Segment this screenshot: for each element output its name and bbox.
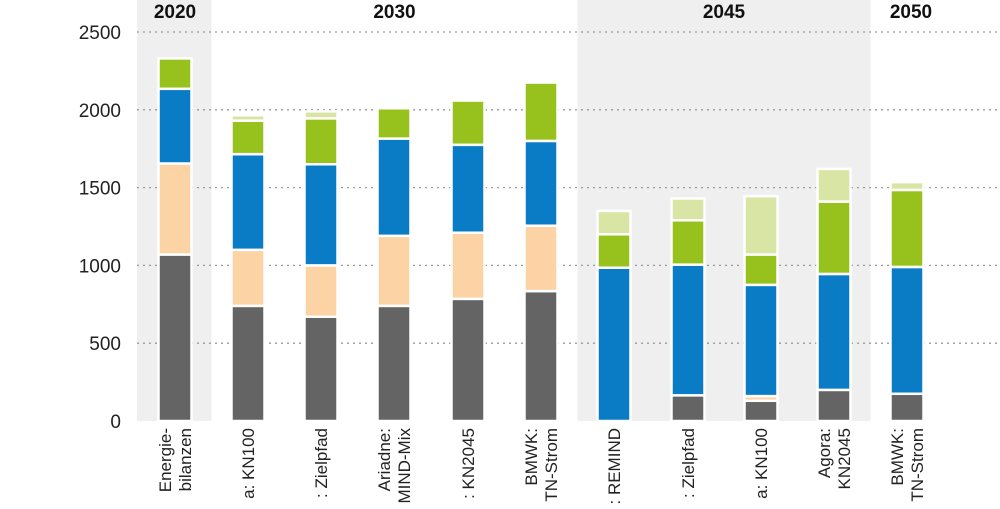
bar-segment-10-3 xyxy=(889,188,925,269)
x-label-10: BMWK: TN-Strom xyxy=(888,428,927,502)
x-label-4: : KN2045 xyxy=(459,428,478,499)
grid-lines xyxy=(137,31,1000,344)
x-label-line: a: KN100 xyxy=(752,428,771,499)
bar-segment-5-1 xyxy=(523,224,559,293)
bar-segment-1-4 xyxy=(230,113,266,122)
bar-segment-7-0 xyxy=(670,394,706,423)
x-label-5: BMWK: TN-Strom xyxy=(522,428,561,502)
bar-segment-1-3 xyxy=(230,119,266,156)
bar-segment-6-4 xyxy=(596,209,632,236)
x-label-line: a: KN100 xyxy=(239,428,258,499)
x-label-3: Ariadne: MIND-Mix xyxy=(375,428,414,504)
y-tick-label-2500: 2500 xyxy=(79,23,121,44)
bar-segment-9-4 xyxy=(816,167,852,203)
bar-segment-9-0 xyxy=(816,388,852,423)
bar-segment-2-1 xyxy=(303,264,339,318)
x-label-line: TN-Strom xyxy=(542,428,561,502)
bar-segments xyxy=(157,57,925,423)
period-label-2020: 2020 xyxy=(154,2,196,23)
bar-segment-2-3 xyxy=(303,117,339,166)
bar-segment-7-3 xyxy=(670,219,706,266)
bar-segment-3-3 xyxy=(376,106,412,140)
y-tick-label-1500: 1500 xyxy=(79,179,121,200)
x-label-7: : Zielpfad xyxy=(679,428,698,498)
bar-segment-0-1 xyxy=(157,162,193,256)
bar-segment-10-2 xyxy=(889,265,925,396)
period-labels: 2020 2030 2045 2050 xyxy=(154,2,932,23)
x-label-9: Agora: KN2045 xyxy=(815,428,854,489)
bar-segment-3-0 xyxy=(376,304,412,423)
bar-segment-6-2 xyxy=(596,266,632,423)
period-label-2050: 2050 xyxy=(890,2,932,23)
y-tick-label-2000: 2000 xyxy=(79,101,121,122)
x-label-line: : KN2045 xyxy=(459,428,478,499)
x-label-6: : REMIND xyxy=(605,428,624,505)
bar-segment-4-4 xyxy=(450,96,486,102)
bar-segment-4-3 xyxy=(450,99,486,147)
x-label-line: MIND-Mix xyxy=(395,428,414,504)
bar-segment-2-4 xyxy=(303,110,339,120)
x-label-8: a: KN100 xyxy=(752,428,771,499)
bar-segment-5-0 xyxy=(523,289,559,423)
bar-segment-6-3 xyxy=(596,233,632,269)
bar-segment-5-2 xyxy=(523,139,559,227)
bar-segment-8-3 xyxy=(743,253,779,287)
period-label-2030: 2030 xyxy=(373,2,415,23)
bar-segment-5-3 xyxy=(523,81,559,143)
x-label-line: KN2045 xyxy=(835,428,854,489)
x-label-line: bilanzen xyxy=(176,428,195,491)
x-label-line: BMWK: xyxy=(522,428,541,486)
x-label-line: : REMIND xyxy=(605,428,624,505)
x-label-line: : Zielpfad xyxy=(312,428,331,498)
bar-segment-0-3 xyxy=(157,57,193,91)
x-label-2: : Zielpfad xyxy=(312,428,331,498)
x-label-line: TN-Strom xyxy=(908,428,927,502)
bar-segment-2-2 xyxy=(303,163,339,267)
y-tick-label-0: 0 xyxy=(110,412,121,433)
x-axis-labels: Energie-bilanzen a: KN100 : Zielpfad Ariadn… xyxy=(156,428,927,505)
x-label-1: a: KN100 xyxy=(239,428,258,499)
bar-segment-8-4 xyxy=(743,194,779,256)
bar-segment-4-0 xyxy=(450,297,486,423)
bar-segment-8-2 xyxy=(743,283,779,398)
bar-segment-3-2 xyxy=(376,137,412,238)
bar-segment-0-2 xyxy=(157,87,193,165)
y-axis-ticks: 0 500 1000 1500 2000 2500 xyxy=(79,23,121,433)
y-tick-label-1000: 1000 xyxy=(79,256,121,277)
x-label-line: Agora: xyxy=(815,428,834,478)
x-label-line: Energie- xyxy=(156,428,175,492)
x-label-line: BMWK: xyxy=(888,428,907,486)
x-label-line: Ariadne: xyxy=(375,428,394,491)
x-label-line: : Zielpfad xyxy=(679,428,698,498)
x-label-0: Energie-bilanzen xyxy=(156,428,195,492)
bar-segment-7-2 xyxy=(670,263,706,397)
bar-segment-8-0 xyxy=(743,399,779,423)
bar-segment-3-1 xyxy=(376,234,412,308)
bar-segment-4-1 xyxy=(450,231,486,301)
bar-segment-4-2 xyxy=(450,143,486,234)
bar-segment-1-2 xyxy=(230,152,266,252)
bar-segment-1-0 xyxy=(230,304,266,423)
bar-segment-10-4 xyxy=(889,180,925,192)
bar-segment-10-0 xyxy=(889,392,925,423)
period-label-2045: 2045 xyxy=(703,2,746,23)
bar-segment-9-3 xyxy=(816,200,852,276)
bar-segment-9-2 xyxy=(816,272,852,392)
y-tick-label-500: 500 xyxy=(89,334,121,355)
bar-segment-0-0 xyxy=(157,253,193,423)
bar-segment-1-1 xyxy=(230,248,266,308)
bar-segment-7-4 xyxy=(670,197,706,222)
bar-segment-2-0 xyxy=(303,315,339,423)
